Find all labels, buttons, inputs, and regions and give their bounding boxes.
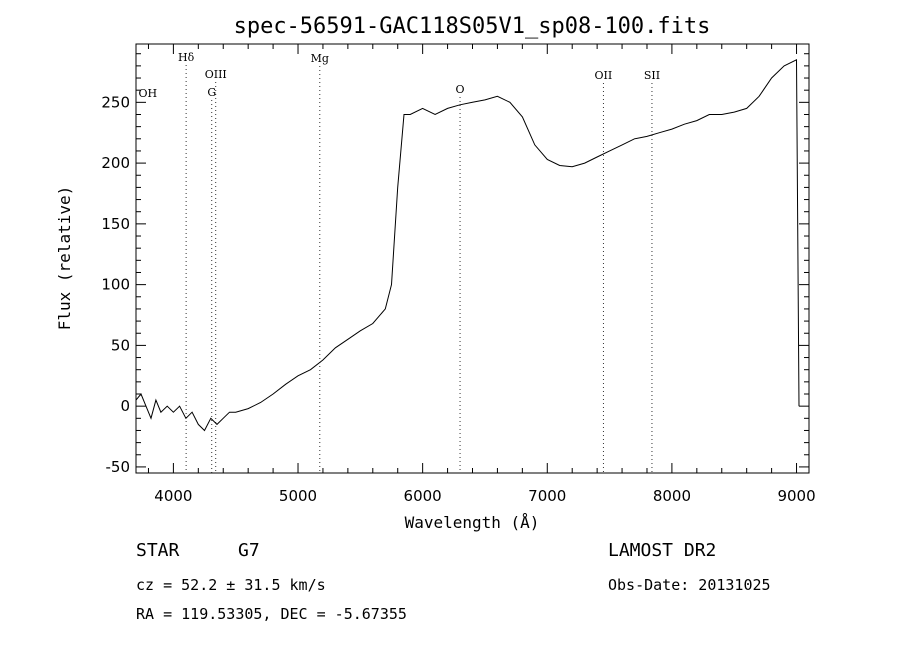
y-axis-label: Flux (relative) <box>55 186 74 331</box>
feature-label: Hδ <box>178 51 195 64</box>
spectrum-line <box>135 58 800 432</box>
x-tick-label: 4000 <box>154 487 192 505</box>
x-tick-label: 7000 <box>528 487 566 505</box>
feature-label: O <box>456 83 465 96</box>
survey-label: LAMOST DR2 <box>608 540 717 561</box>
feature-label: G <box>207 86 216 99</box>
y-tick-label: 100 <box>101 276 130 294</box>
class-label: STAR <box>136 540 180 561</box>
x-axis-label: Wavelength (Å) <box>405 513 540 532</box>
y-axis-ticks: -50 0 50 100 150 200 250 <box>101 53 809 476</box>
feature-label: SII <box>644 69 660 82</box>
chart-title: spec-56591-GAC118S05V1_sp08-100.fits <box>234 14 711 39</box>
x-axis-ticks: 4000 5000 6000 7000 8000 9000 <box>147 44 816 505</box>
redshift-text: cz = 52.2 ± 31.5 km/s <box>136 576 326 594</box>
plot-frame <box>135 43 810 474</box>
coordinates-text: RA = 119.53305, DEC = -5.67355 <box>136 605 407 623</box>
y-tick-label: 150 <box>101 215 130 233</box>
feature-lines: Hδ OIII G Mg OII SII OH O <box>138 51 660 473</box>
x-tick-label: 9000 <box>777 487 815 505</box>
x-tick-label: 8000 <box>653 487 691 505</box>
feature-label: OIII <box>205 68 227 81</box>
feature-label: OH <box>138 87 157 100</box>
y-tick-label: 250 <box>101 93 130 111</box>
obs-date-text: Obs-Date: 20131025 <box>608 576 771 594</box>
y-tick-label: 200 <box>101 154 130 172</box>
x-tick-label: 6000 <box>404 487 442 505</box>
subclass-label: G7 <box>238 540 260 561</box>
y-tick-label: 50 <box>111 336 130 354</box>
feature-label: OII <box>595 69 613 82</box>
y-tick-label: -50 <box>106 458 131 476</box>
feature-label: Mg <box>311 52 329 65</box>
x-tick-label: 5000 <box>279 487 317 505</box>
y-tick-label: 0 <box>120 397 130 415</box>
